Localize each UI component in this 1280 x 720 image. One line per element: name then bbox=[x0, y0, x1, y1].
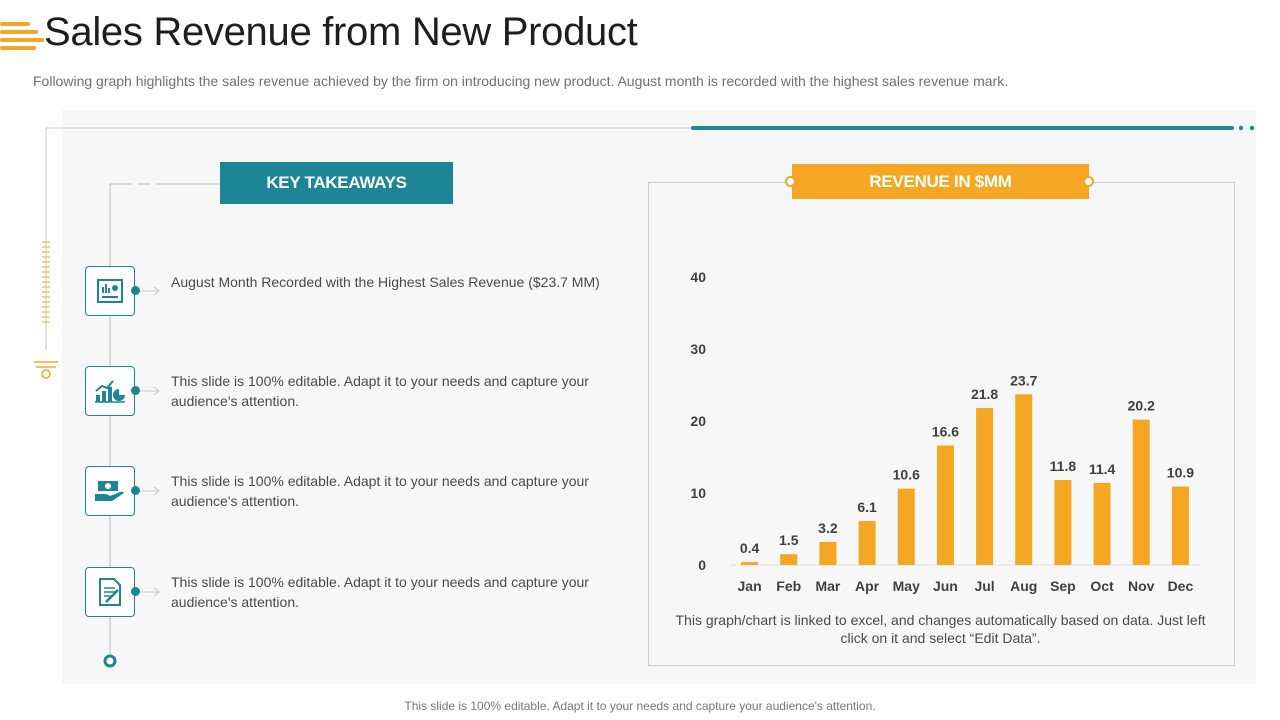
chart-note: This graph/chart is linked to excel, and… bbox=[675, 612, 1206, 646]
bar[interactable] bbox=[976, 408, 994, 565]
accent-bar bbox=[0, 22, 30, 26]
data-label: 20.2 bbox=[1128, 398, 1155, 414]
accent-bar bbox=[0, 38, 44, 42]
bar[interactable] bbox=[1015, 394, 1033, 565]
timeline-dot bbox=[131, 486, 140, 495]
heading-connector-dot bbox=[1083, 176, 1094, 187]
x-tick-label: Sep bbox=[1050, 578, 1076, 594]
data-label: 23.7 bbox=[1010, 372, 1037, 388]
y-tick-label: 0 bbox=[698, 557, 706, 573]
timeline-dot bbox=[131, 386, 140, 395]
page-subtitle: Following graph highlights the sales rev… bbox=[33, 73, 1009, 89]
heading-connector-dot bbox=[785, 176, 796, 187]
page-title: Sales Revenue from New Product bbox=[44, 10, 638, 54]
bar[interactable] bbox=[1171, 486, 1189, 565]
x-tick-label: Jul bbox=[974, 578, 994, 594]
bar[interactable] bbox=[1093, 482, 1111, 565]
footer-note: This slide is 100% editable. Adapt it to… bbox=[404, 699, 876, 713]
bar[interactable] bbox=[858, 521, 876, 565]
bar[interactable] bbox=[741, 562, 759, 565]
title-accent-bars bbox=[0, 22, 44, 52]
data-label: 10.9 bbox=[1167, 465, 1194, 481]
bar[interactable] bbox=[1132, 419, 1150, 565]
data-label: 21.8 bbox=[971, 386, 998, 402]
y-tick-label: 10 bbox=[690, 485, 706, 501]
pointer-arrow-icon bbox=[140, 386, 160, 396]
x-tick-label: Dec bbox=[1168, 578, 1194, 594]
takeaway-text: This slide is 100% editable. Adapt it to… bbox=[171, 373, 589, 409]
data-label: 11.8 bbox=[1050, 458, 1077, 474]
takeaway-text: This slide is 100% editable. Adapt it to… bbox=[171, 473, 589, 509]
takeaway-text: August Month Recorded with the Highest S… bbox=[171, 274, 600, 290]
y-tick-label: 40 bbox=[690, 269, 706, 285]
data-label: 1.5 bbox=[779, 532, 799, 548]
revenue-bar-chart[interactable]: 0 10 20 30 40 0.4 Jan 1.5 Feb 3.2 Mar 6.1 Apr 10.6 May… bbox=[660, 255, 1220, 605]
data-label: 0.4 bbox=[740, 540, 760, 556]
y-tick-label: 30 bbox=[690, 341, 706, 357]
timeline-dot bbox=[131, 587, 140, 596]
bar[interactable] bbox=[1054, 480, 1072, 565]
pointer-arrow-icon bbox=[140, 587, 160, 597]
y-tick-label: 20 bbox=[690, 413, 706, 429]
takeaway-text: This slide is 100% editable. Adapt it to… bbox=[171, 574, 589, 610]
bar[interactable] bbox=[780, 554, 798, 565]
x-tick-label: Oct bbox=[1090, 578, 1114, 594]
data-label: 3.2 bbox=[818, 520, 838, 536]
bar[interactable] bbox=[936, 445, 954, 565]
pointer-arrow-icon bbox=[140, 486, 160, 496]
accent-bar bbox=[0, 30, 38, 34]
x-tick-label: Jan bbox=[738, 578, 762, 594]
data-label: 6.1 bbox=[857, 499, 877, 515]
revenue-heading: REVENUE IN $MM bbox=[792, 164, 1089, 199]
data-label: 11.4 bbox=[1089, 461, 1116, 477]
document-edit-icon bbox=[85, 567, 135, 617]
x-tick-label: Mar bbox=[815, 578, 840, 594]
x-tick-label: Nov bbox=[1128, 578, 1155, 594]
money-hand-icon bbox=[85, 466, 135, 516]
data-label: 10.6 bbox=[893, 467, 920, 483]
x-tick-label: Feb bbox=[776, 578, 801, 594]
growth-chart-icon bbox=[85, 366, 135, 416]
key-takeaways-heading: KEY TAKEAWAYS bbox=[220, 162, 453, 204]
x-tick-label: Apr bbox=[855, 578, 880, 594]
timeline-dot bbox=[131, 286, 140, 295]
pointer-arrow-icon bbox=[140, 286, 160, 296]
accent-bar bbox=[0, 46, 36, 50]
x-tick-label: Jun bbox=[933, 578, 958, 594]
bar[interactable] bbox=[819, 541, 837, 565]
decorative-frame-lines bbox=[34, 125, 1255, 379]
x-tick-label: May bbox=[893, 578, 920, 594]
data-label: 16.6 bbox=[932, 423, 959, 439]
bar[interactable] bbox=[897, 488, 915, 565]
dashboard-report-icon bbox=[85, 266, 135, 316]
x-tick-label: Aug bbox=[1010, 578, 1037, 594]
